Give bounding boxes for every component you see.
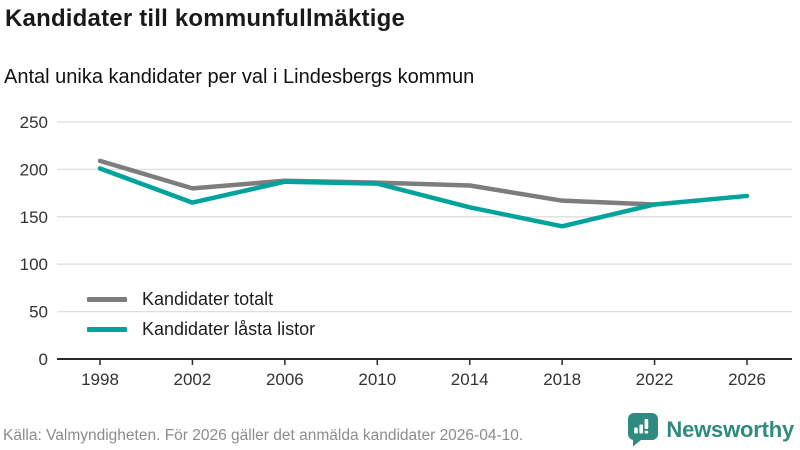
newsworthy-wordmark: Newsworthy bbox=[666, 417, 794, 442]
y-tick-label: 250 bbox=[20, 113, 48, 132]
legend-item-kandidater-totalt: Kandidater totalt bbox=[87, 289, 315, 310]
x-tick-label: 1998 bbox=[81, 370, 119, 389]
chart-title: Kandidater till kommunfullmäktige bbox=[5, 5, 405, 32]
x-tick-label: 2018 bbox=[543, 370, 581, 389]
x-tick-label: 2010 bbox=[358, 370, 396, 389]
series-line-lasta-listor bbox=[97, 166, 750, 229]
newsworthy-logo[interactable]: Newsworthy bbox=[628, 413, 794, 447]
chart-legend: Kandidater totalt Kandidater låsta listo… bbox=[87, 289, 315, 340]
source-note: Källa: Valmyndigheten. För 2026 gäller d… bbox=[3, 427, 524, 444]
x-tick-label: 2002 bbox=[174, 370, 212, 389]
x-tick-label: 2014 bbox=[451, 370, 489, 389]
y-tick-label: 100 bbox=[20, 255, 48, 274]
x-tick-label: 2006 bbox=[266, 370, 304, 389]
x-tick-label: 2026 bbox=[728, 370, 766, 389]
x-tick-label: 2022 bbox=[636, 370, 674, 389]
y-tick-label: 0 bbox=[39, 350, 48, 369]
y-tick-label: 150 bbox=[20, 208, 48, 227]
y-tick-label: 200 bbox=[20, 160, 48, 179]
legend-item-kandidater-lasta-listor: Kandidater låsta listor bbox=[87, 319, 315, 340]
legend-label-lasta: Kandidater låsta listor bbox=[142, 319, 316, 339]
legend-label-totalt: Kandidater totalt bbox=[142, 289, 274, 309]
legend-swatch-lasta bbox=[87, 327, 127, 332]
legend-swatch-totalt bbox=[87, 297, 127, 302]
y-tick-label: 50 bbox=[29, 303, 48, 322]
newsworthy-bubble-chart-icon bbox=[628, 413, 659, 447]
chart-subtitle: Antal unika kandidater per val i Lindesb… bbox=[4, 66, 475, 88]
